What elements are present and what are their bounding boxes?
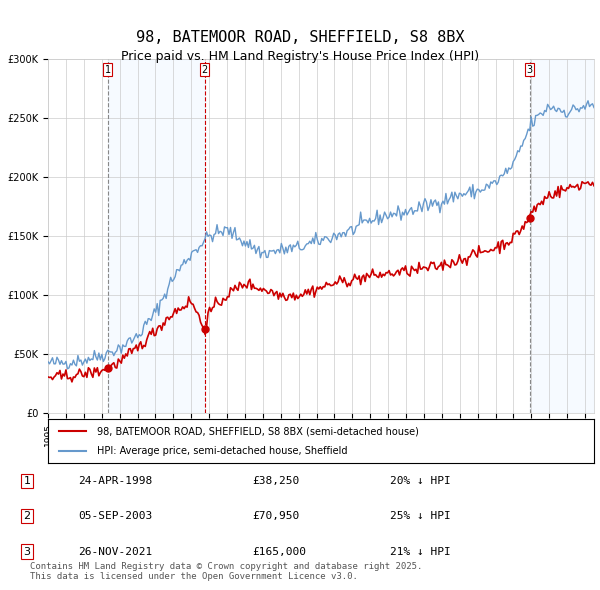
Text: HPI: Average price, semi-detached house, Sheffield: HPI: Average price, semi-detached house,… bbox=[97, 446, 347, 455]
Text: 26-NOV-2021: 26-NOV-2021 bbox=[78, 547, 152, 556]
Point bbox=[200, 324, 209, 334]
Point bbox=[525, 214, 535, 223]
Text: 24-APR-1998: 24-APR-1998 bbox=[78, 476, 152, 486]
Text: 3: 3 bbox=[23, 547, 31, 556]
Text: 98, BATEMOOR ROAD, SHEFFIELD, S8 8BX: 98, BATEMOOR ROAD, SHEFFIELD, S8 8BX bbox=[136, 30, 464, 44]
Point bbox=[103, 363, 112, 373]
Bar bbox=[530, 59, 594, 413]
Text: 1: 1 bbox=[104, 65, 111, 75]
Text: Contains HM Land Registry data © Crown copyright and database right 2025.
This d: Contains HM Land Registry data © Crown c… bbox=[30, 562, 422, 581]
Text: 05-SEP-2003: 05-SEP-2003 bbox=[78, 512, 152, 521]
Text: £38,250: £38,250 bbox=[252, 476, 299, 486]
Text: 25% ↓ HPI: 25% ↓ HPI bbox=[390, 512, 451, 521]
Text: 3: 3 bbox=[527, 65, 533, 75]
Text: 20% ↓ HPI: 20% ↓ HPI bbox=[390, 476, 451, 486]
Text: 98, BATEMOOR ROAD, SHEFFIELD, S8 8BX (semi-detached house): 98, BATEMOOR ROAD, SHEFFIELD, S8 8BX (se… bbox=[97, 427, 419, 436]
Text: 2: 2 bbox=[23, 512, 31, 521]
Bar bbox=[107, 59, 205, 413]
Text: 2: 2 bbox=[202, 65, 208, 75]
Text: £70,950: £70,950 bbox=[252, 512, 299, 521]
Text: £165,000: £165,000 bbox=[252, 547, 306, 556]
Text: 21% ↓ HPI: 21% ↓ HPI bbox=[390, 547, 451, 556]
Text: Price paid vs. HM Land Registry's House Price Index (HPI): Price paid vs. HM Land Registry's House … bbox=[121, 50, 479, 63]
Text: 1: 1 bbox=[23, 476, 31, 486]
